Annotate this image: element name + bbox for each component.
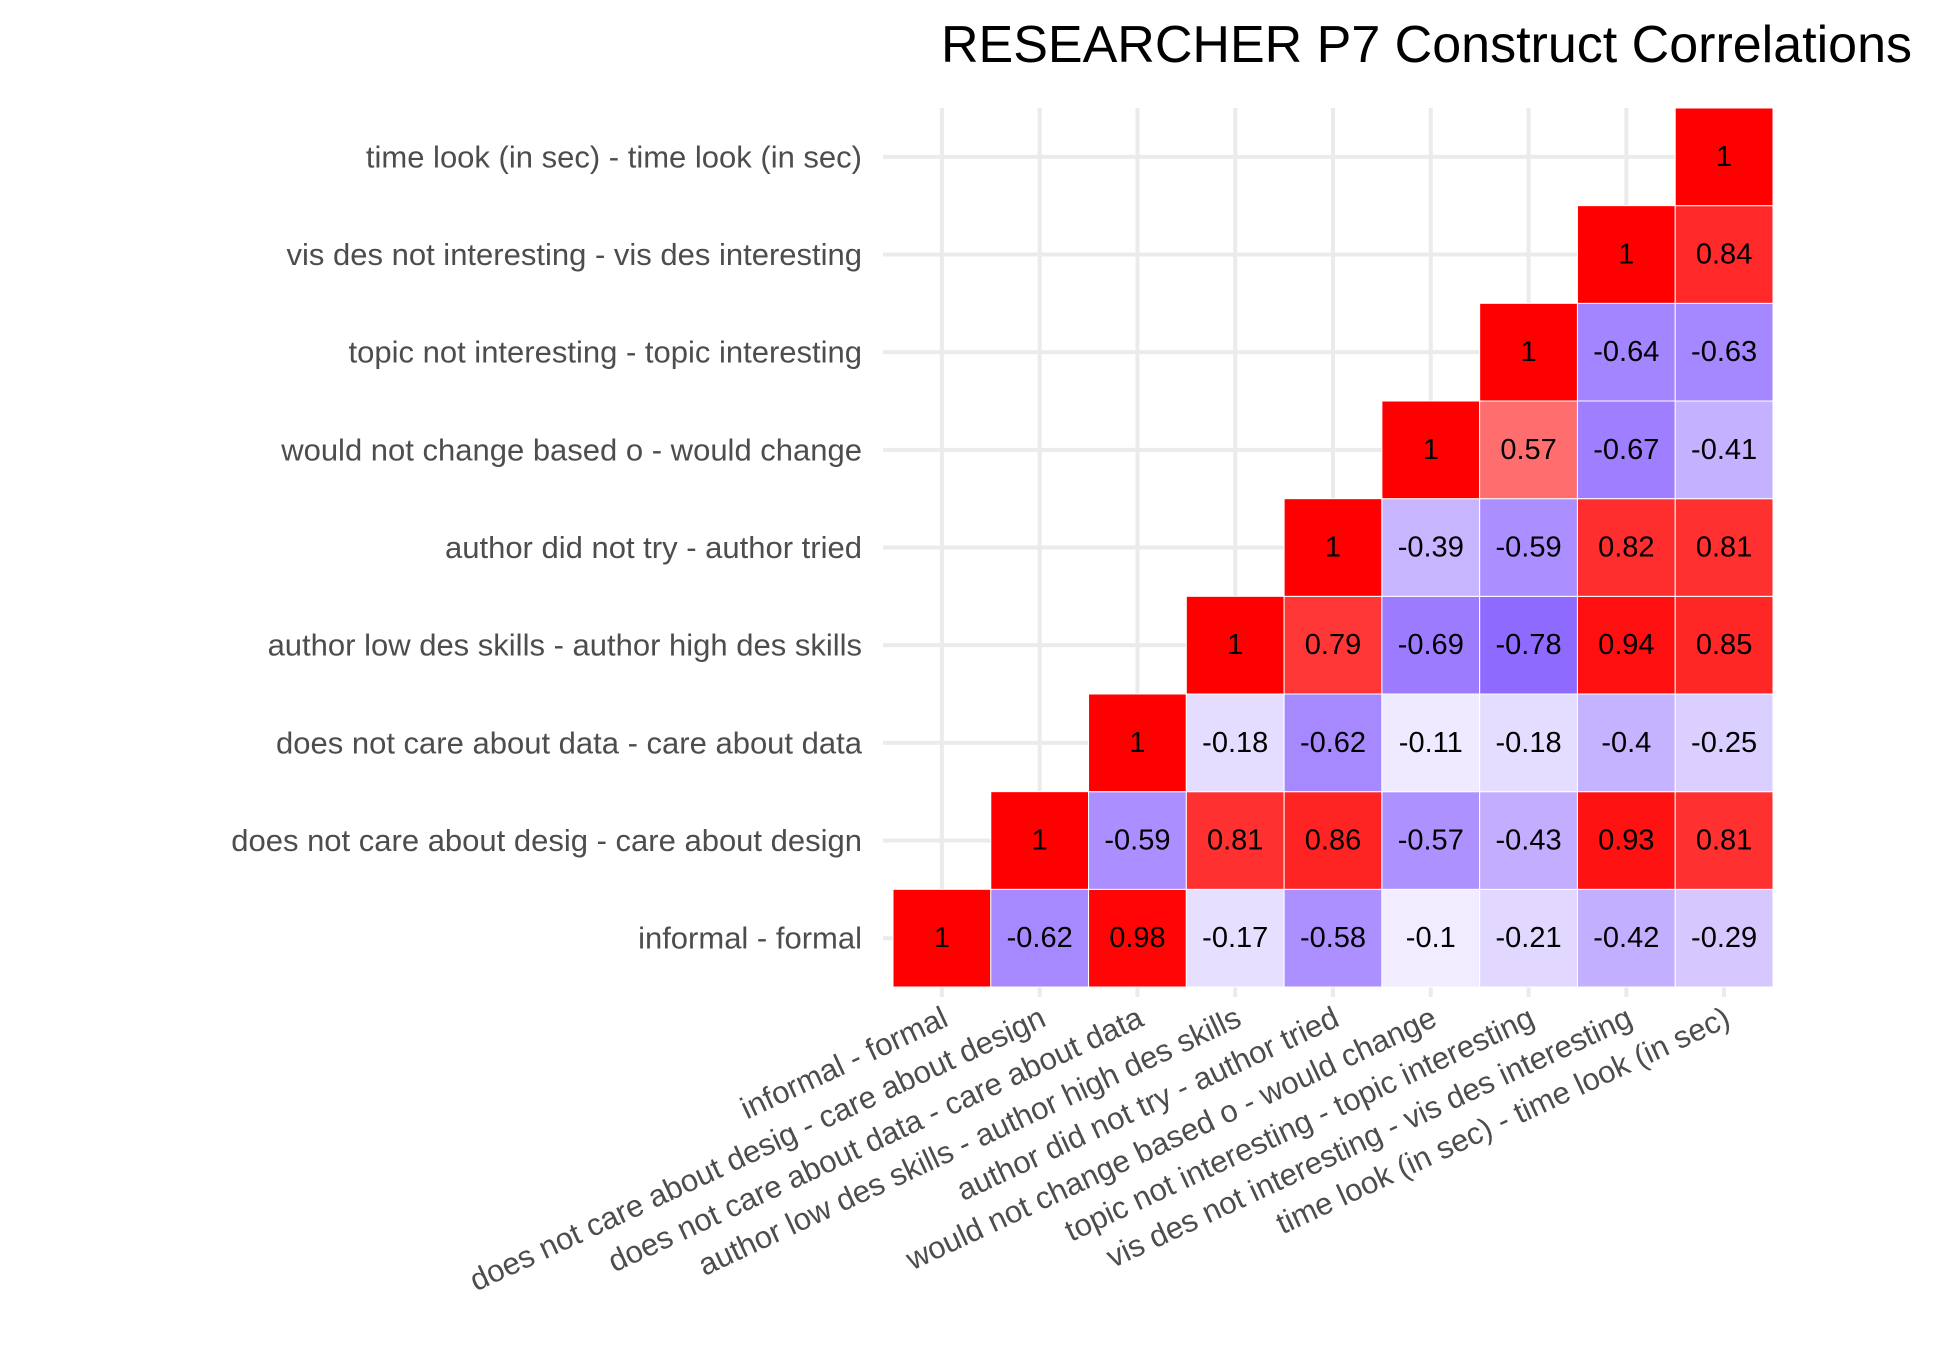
cell-value-label: 0.84 <box>1696 239 1752 271</box>
heatmap-cell <box>1576 888 1676 988</box>
cell-value-label: 1 <box>1227 629 1243 661</box>
heatmap-cell <box>892 888 992 988</box>
cell-value-label: 0.86 <box>1305 825 1361 857</box>
cell-value-label: -0.11 <box>1399 727 1463 759</box>
cell-value-label: 1 <box>1618 239 1634 271</box>
heatmap-cell <box>1283 498 1383 597</box>
cell-value-label: 1 <box>1032 825 1048 857</box>
cell-value-label: -0.58 <box>1300 922 1366 954</box>
heatmap-cell <box>1674 693 1774 793</box>
heatmap-cell <box>1674 791 1774 890</box>
cell-value-label: 1 <box>1716 141 1732 173</box>
heatmap-cell <box>1479 302 1578 402</box>
cell-value-label: -0.78 <box>1496 629 1562 661</box>
cell-value-label: -0.62 <box>1300 727 1366 759</box>
chart-title: RESEARCHER P7 Construct Correlations <box>941 16 1912 74</box>
heatmap-cell <box>1185 693 1285 793</box>
cell-value-label: -0.59 <box>1496 532 1562 564</box>
cell-value-label: 1 <box>1325 532 1341 564</box>
cell-value-label: 0.81 <box>1696 825 1752 857</box>
cell-value-label: 1 <box>1129 727 1145 759</box>
cell-value-label: -0.18 <box>1202 727 1268 759</box>
cell-value-label: -0.42 <box>1593 922 1659 954</box>
y-tick-label: author low des skills - author high des … <box>268 628 862 663</box>
heatmap-cell <box>1381 400 1481 500</box>
heatmap-cell <box>1674 595 1774 695</box>
heatmap-cell <box>1185 595 1285 695</box>
y-tick-label: vis des not interesting - vis des intere… <box>287 237 863 272</box>
cell-value-label: -0.39 <box>1398 532 1464 564</box>
cell-value-label: -0.67 <box>1593 434 1659 466</box>
heatmap-cell <box>1479 888 1578 988</box>
cell-value-label: -0.69 <box>1398 629 1464 661</box>
cell-value-label: -0.4 <box>1601 727 1651 759</box>
heatmap-cell <box>1576 791 1676 890</box>
cell-value-label: -0.21 <box>1496 922 1562 954</box>
heatmap-cell <box>1088 693 1187 793</box>
heatmap-cell <box>1283 791 1383 890</box>
heatmap-cell <box>1185 888 1285 988</box>
cell-value-label: -0.63 <box>1691 336 1757 368</box>
cell-value-label: 0.85 <box>1696 629 1752 661</box>
cell-value-label: 0.93 <box>1598 825 1654 857</box>
cell-value-label: -0.41 <box>1691 434 1757 466</box>
heatmap-cell <box>1381 693 1481 793</box>
cell-value-label: 1 <box>1520 336 1536 368</box>
heatmap-cell <box>1576 595 1676 695</box>
heatmap-cell <box>1479 791 1578 890</box>
cell-value-label: -0.64 <box>1593 336 1659 368</box>
cell-value-label: -0.29 <box>1691 922 1757 954</box>
heatmap-cell <box>1576 205 1676 304</box>
cell-value-label: 0.82 <box>1598 532 1654 564</box>
heatmap-cell <box>1381 498 1481 597</box>
y-tick-label: topic not interesting - topic interestin… <box>349 335 863 370</box>
cell-value-label: -0.18 <box>1496 727 1562 759</box>
cell-value-label: 0.79 <box>1305 629 1361 661</box>
y-tick-label: does not care about data - care about da… <box>276 725 863 760</box>
cell-value-label: 0.81 <box>1696 532 1752 564</box>
y-tick-label: informal - formal <box>638 921 862 956</box>
heatmap-cell <box>1479 693 1578 793</box>
cell-value-label: -0.43 <box>1496 825 1562 857</box>
heatmap-cell <box>990 791 1090 890</box>
heatmap-cell <box>1381 791 1481 890</box>
y-tick-label: does not care about desig - care about d… <box>231 823 862 858</box>
cell-value-label: 0.81 <box>1207 825 1263 857</box>
cell-value-label: -0.25 <box>1691 727 1757 759</box>
heatmap-cell <box>1674 205 1774 304</box>
cell-value-label: -0.59 <box>1104 825 1170 857</box>
cell-value-label: 1 <box>934 922 950 954</box>
cell-value-label: 1 <box>1423 434 1439 466</box>
heatmap-cell <box>1185 791 1285 890</box>
heatmap-cell <box>1381 595 1481 695</box>
heatmap-cell <box>1088 791 1187 890</box>
heatmap-cell <box>1576 693 1676 793</box>
y-tick-label: would not change based o - would change <box>280 432 862 467</box>
heatmap-cell <box>1674 888 1774 988</box>
cell-value-label: -0.17 <box>1202 922 1268 954</box>
cell-value-label: -0.1 <box>1406 922 1456 954</box>
cell-value-label: -0.62 <box>1007 922 1073 954</box>
heatmap-cell <box>1674 107 1774 207</box>
cell-value-label: -0.57 <box>1398 825 1464 857</box>
heatmap-cell <box>1381 888 1481 988</box>
cell-value-label: 0.94 <box>1598 629 1654 661</box>
cell-value-labels: 1 -0.62 0.98 -0.17 -0.58 -0.1 -0.21 -0.42 -0.29 1… <box>934 141 1757 954</box>
heatmap-cell <box>1479 498 1578 597</box>
heatmap-cell <box>1576 498 1676 597</box>
heatmap-cells <box>892 107 1774 988</box>
heatmap-cell <box>1283 693 1383 793</box>
y-axis-tick-labels: informal - formal does not care about des… <box>231 139 863 955</box>
y-tick-label: author did not try - author tried <box>445 530 862 565</box>
y-tick-label: time look (in sec) - time look (in sec) <box>366 139 862 174</box>
heatmap-cell <box>1283 595 1383 695</box>
cell-value-label: 0.57 <box>1500 434 1556 466</box>
cell-value-label: 0.98 <box>1109 922 1165 954</box>
